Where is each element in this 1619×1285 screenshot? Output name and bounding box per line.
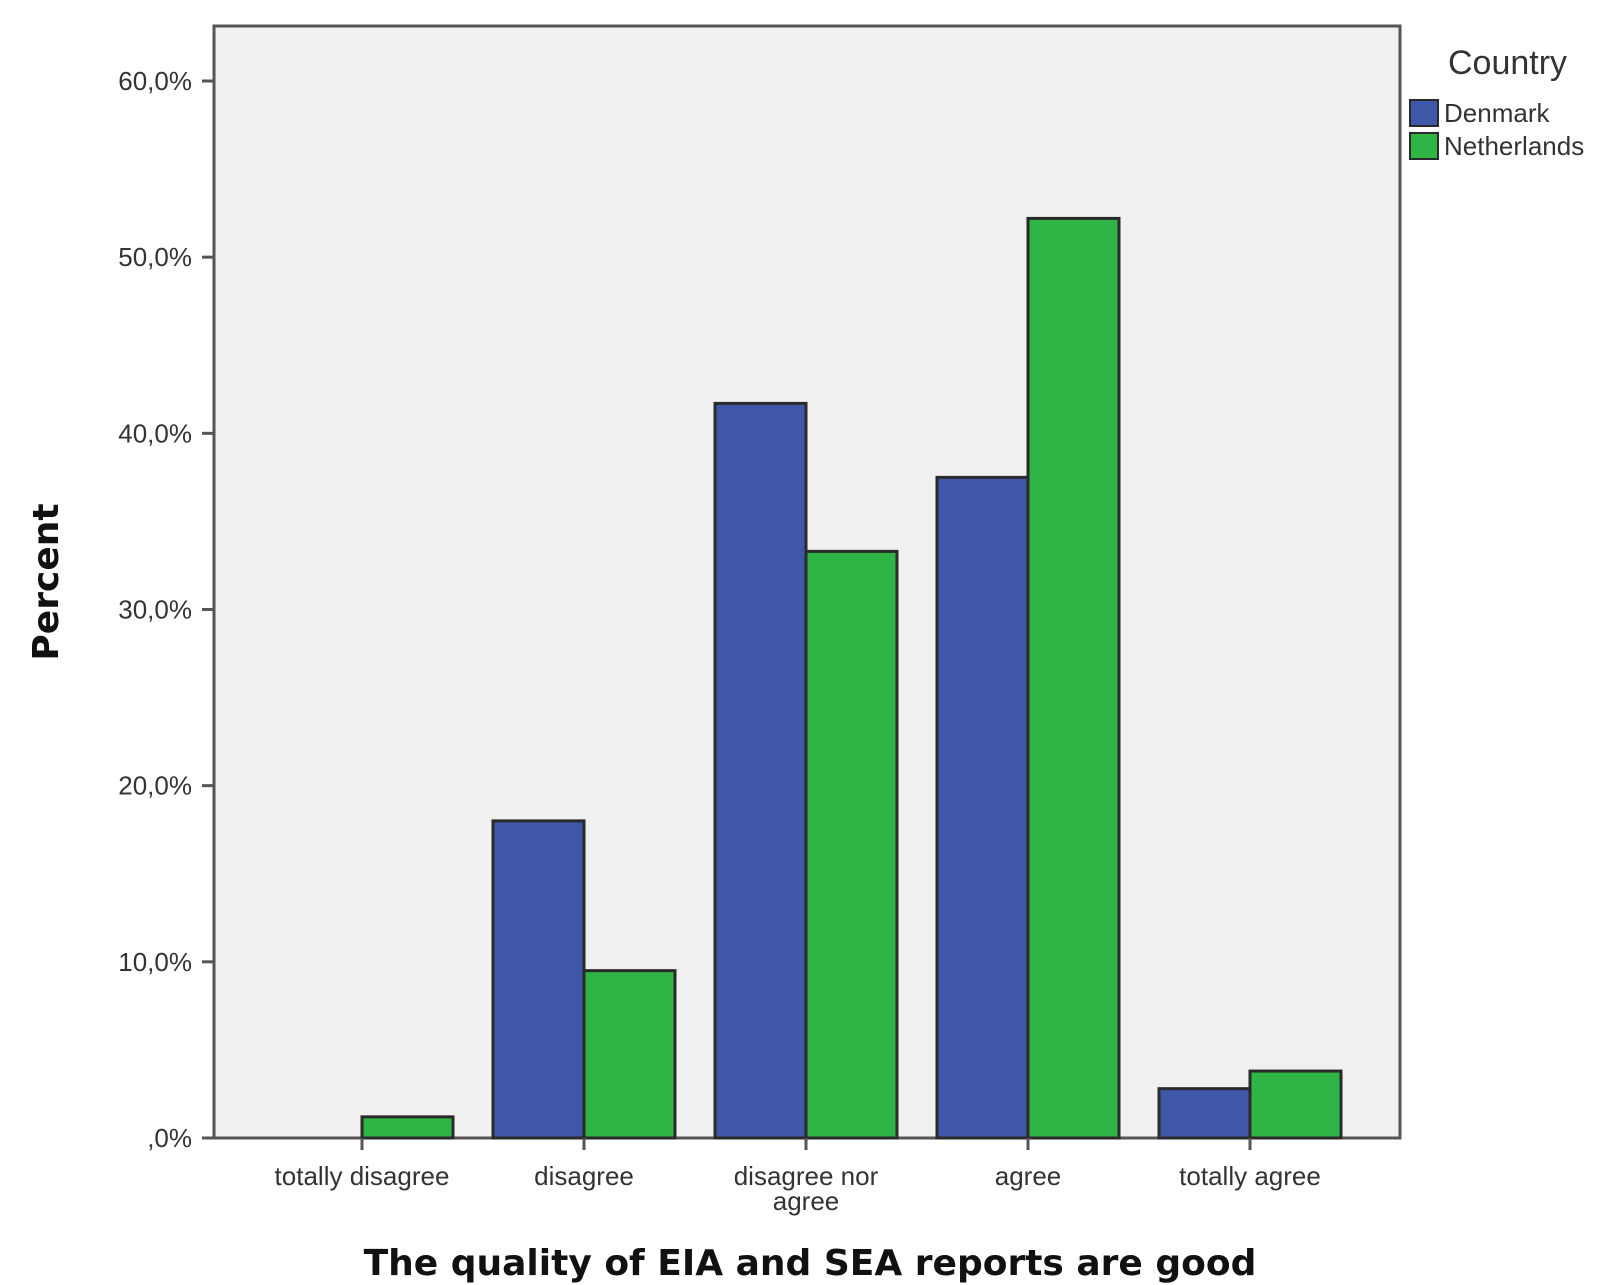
legend-swatch-netherlands (1409, 132, 1439, 160)
y-axis-title: Percent (26, 503, 67, 660)
x-category-label: totally disagree (275, 1161, 450, 1191)
legend-swatch-denmark (1409, 99, 1439, 127)
x-category-label: agree (995, 1161, 1062, 1191)
legend-label-netherlands: Netherlands (1444, 131, 1584, 161)
legend-label-denmark: Denmark (1444, 98, 1550, 128)
bar-netherlands-2 (804, 549, 899, 1140)
y-tick-label: 60,0% (118, 66, 192, 96)
x-axis-title: The quality of EIA and SEA reports are g… (364, 1243, 1257, 1284)
bar-denmark-2 (713, 401, 808, 1140)
bars-layer (360, 216, 1343, 1140)
y-axis: ,0% 10,0% 20,0% 30,0% 40,0% 50,0% 60,0% (118, 66, 214, 1153)
y-tick-label: 10,0% (118, 947, 192, 977)
bar-denmark-3 (935, 475, 1030, 1140)
y-tick-label: 30,0% (118, 595, 192, 625)
bar-denmark-1 (491, 819, 586, 1140)
bar-netherlands-1 (582, 969, 677, 1140)
x-axis: totally disagree disagree disagree nor agre… (275, 1138, 1321, 1216)
bar-netherlands-3 (1026, 216, 1121, 1140)
bar-denmark-4 (1157, 1087, 1252, 1140)
y-tick-label: 40,0% (118, 418, 192, 448)
y-tick-label: 20,0% (118, 771, 192, 801)
y-tick-label: ,0% (147, 1123, 192, 1153)
y-tick-label: 50,0% (118, 242, 192, 272)
bar-netherlands-4 (1248, 1069, 1343, 1140)
x-category-label: disagree nor agree (734, 1161, 879, 1216)
bar-netherlands-0 (360, 1115, 455, 1140)
legend-title: Country (1448, 44, 1567, 82)
x-category-label: disagree (534, 1161, 634, 1191)
x-category-label: totally agree (1179, 1161, 1321, 1191)
